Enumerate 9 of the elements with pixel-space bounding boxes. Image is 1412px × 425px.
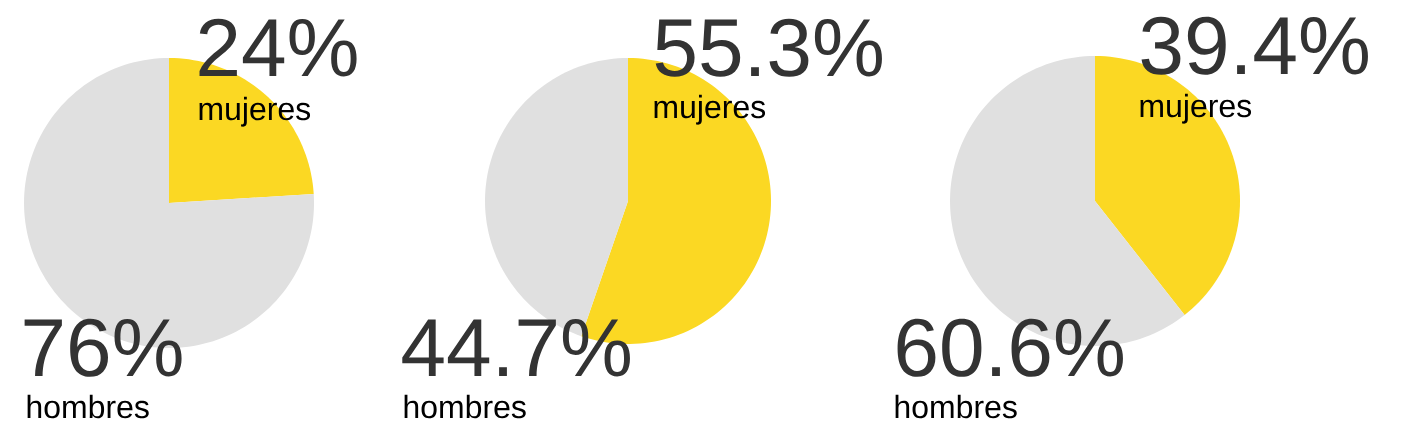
- data-label: 55.3%: [655, 18, 882, 77]
- data-label: 24%: [199, 18, 357, 77]
- slice-label: hombres: [895, 394, 1017, 419]
- data-label: 60.6%: [897, 318, 1123, 377]
- data-label: 39.4%: [1141, 16, 1368, 75]
- data-label: 44.7%: [402, 319, 630, 377]
- data-label: 76%: [24, 318, 182, 377]
- slice-label: hombres: [27, 394, 149, 419]
- slice-label: hombres: [404, 394, 526, 419]
